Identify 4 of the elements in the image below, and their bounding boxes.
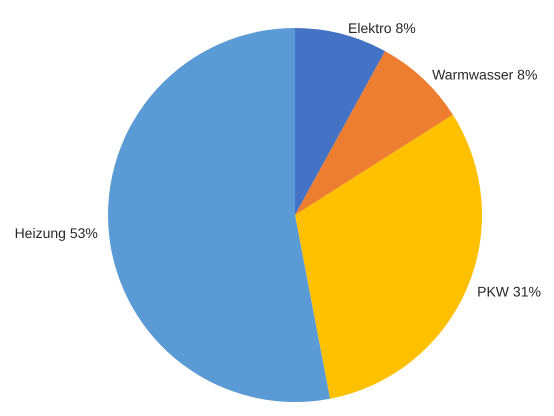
slice-label: Heizung 53% <box>14 225 98 242</box>
slice-label: Warmwasser 8% <box>432 66 538 82</box>
slice-label: PKW 31% <box>477 284 541 300</box>
slice-label: Elektro 8% <box>348 20 416 36</box>
